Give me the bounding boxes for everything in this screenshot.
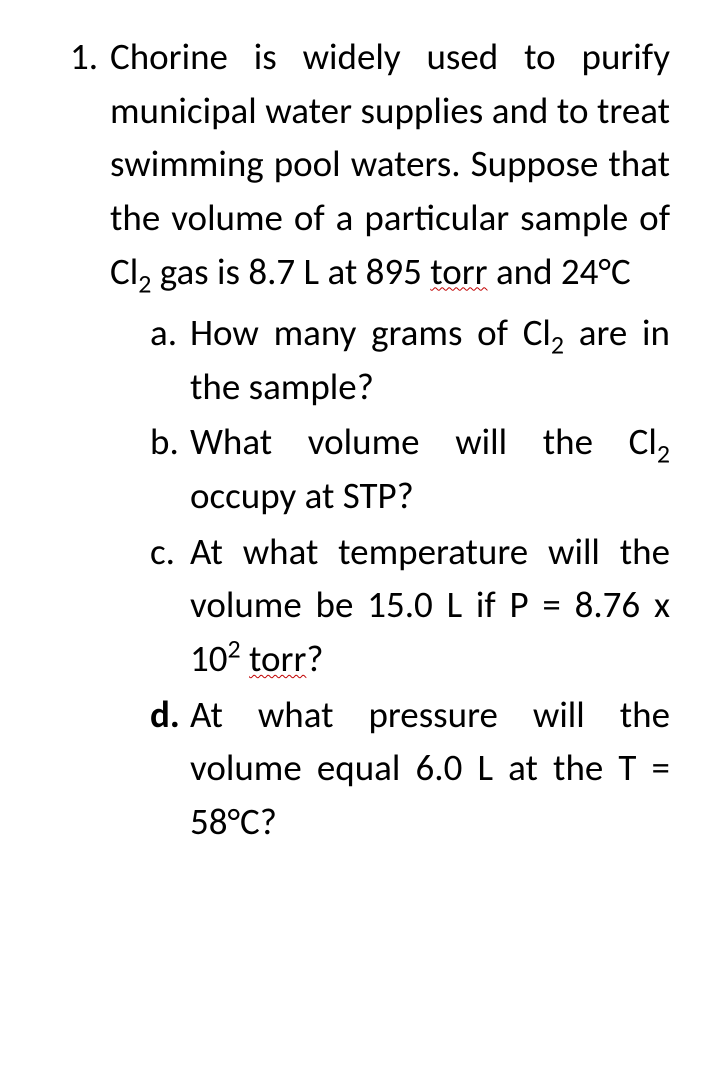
q-part-2: gas is 8.7 L at 895 bbox=[151, 249, 430, 294]
sub-text-a: How many grams of Cl2 are in the sample? bbox=[190, 310, 670, 409]
sub-text-c: At what temperature will the volume be 1… bbox=[190, 529, 670, 681]
d-p1: At what pressure will the volume equal 6… bbox=[190, 692, 670, 844]
sub-letter-a: a. bbox=[150, 306, 177, 360]
b-p1: What volume will the Cl bbox=[190, 419, 657, 464]
sub-question-list: a. How many grams of Cl2 are in the samp… bbox=[110, 306, 670, 848]
a-p1: How many grams of Cl bbox=[190, 310, 551, 355]
sub-letter-d: d. bbox=[150, 688, 180, 742]
b-sub1: 2 bbox=[657, 438, 670, 470]
sub-item-c: c. At what temperature will the volume b… bbox=[150, 525, 670, 686]
a-sub1: 2 bbox=[551, 329, 564, 361]
sub-text-b: What volume will the Cl2 occupy at STP? bbox=[190, 419, 670, 518]
c-squiggle1: torr bbox=[249, 636, 306, 681]
question-text: Chorine is widely used to purify municip… bbox=[110, 34, 670, 294]
b-p2: occupy at STP? bbox=[190, 473, 414, 518]
c-sup1: 2 bbox=[228, 633, 241, 665]
c-p3: ? bbox=[306, 636, 323, 681]
q-part-3: and 24°C bbox=[488, 249, 631, 294]
q-squiggle-1: torr bbox=[430, 249, 487, 294]
sub-item-d: d. At what pressure will the volume equa… bbox=[150, 688, 670, 849]
sub-letter-b: b. bbox=[150, 415, 179, 469]
sub-item-b: b. What volume will the Cl2 occupy at ST… bbox=[150, 415, 670, 522]
sub-letter-c: c. bbox=[150, 525, 175, 579]
question-number: 1. bbox=[70, 30, 98, 84]
q-sub-1: 2 bbox=[138, 267, 151, 299]
question-item: 1. Chorine is widely used to purify muni… bbox=[80, 30, 670, 849]
sub-item-a: a. How many grams of Cl2 are in the samp… bbox=[150, 306, 670, 413]
sub-text-d: At what pressure will the volume equal 6… bbox=[190, 692, 670, 844]
c-p2 bbox=[241, 636, 249, 681]
